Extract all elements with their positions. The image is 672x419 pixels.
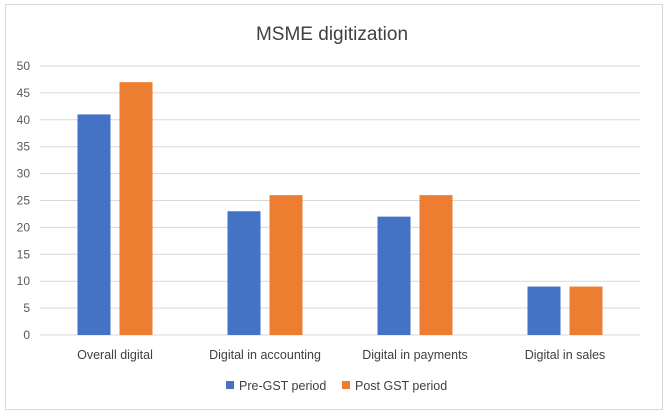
y-tick-label: 30 xyxy=(17,167,31,181)
y-tick-label: 0 xyxy=(23,328,30,342)
y-tick-label: 40 xyxy=(17,113,31,127)
legend-swatch xyxy=(226,381,234,389)
x-category-label: Digital in accounting xyxy=(209,348,321,362)
x-category-label: Digital in payments xyxy=(362,348,468,362)
chart-title: MSME digitization xyxy=(256,24,408,45)
legend-label: Post GST period xyxy=(355,379,447,393)
bar-post-gst-period-overall-digital xyxy=(119,82,153,335)
y-tick-label: 5 xyxy=(23,301,30,315)
y-tick-label: 20 xyxy=(17,220,31,234)
y-axis-tick-labels: 0 5 10 15 20 25 30 35 40 45 50 xyxy=(17,59,31,342)
bar-pre-gst-period-digital-in-sales xyxy=(527,286,561,335)
x-category-label: Digital in sales xyxy=(525,348,606,362)
legend-swatch xyxy=(342,381,350,389)
bar-pre-gst-period-digital-in-payments xyxy=(377,216,411,335)
bar-pre-gst-period-overall-digital xyxy=(77,114,111,335)
y-tick-label: 25 xyxy=(17,194,31,208)
bar-post-gst-period-digital-in-accounting xyxy=(269,195,303,335)
bars xyxy=(77,82,603,335)
y-tick-label: 45 xyxy=(17,86,31,100)
bar-pre-gst-period-digital-in-accounting xyxy=(227,211,261,335)
y-tick-label: 15 xyxy=(17,247,31,261)
y-tick-label: 10 xyxy=(17,274,31,288)
x-axis-category-labels: Overall digital Digital in accounting Digi… xyxy=(77,348,605,362)
chart-frame xyxy=(5,4,663,410)
x-category-label: Overall digital xyxy=(77,348,153,362)
bar-post-gst-period-digital-in-payments xyxy=(419,195,453,335)
y-tick-label: 50 xyxy=(17,59,31,73)
legend: Pre-GST period Post GST period xyxy=(226,379,447,393)
bar-post-gst-period-digital-in-sales xyxy=(569,286,603,335)
legend-label: Pre-GST period xyxy=(239,379,326,393)
y-tick-label: 35 xyxy=(17,140,31,154)
